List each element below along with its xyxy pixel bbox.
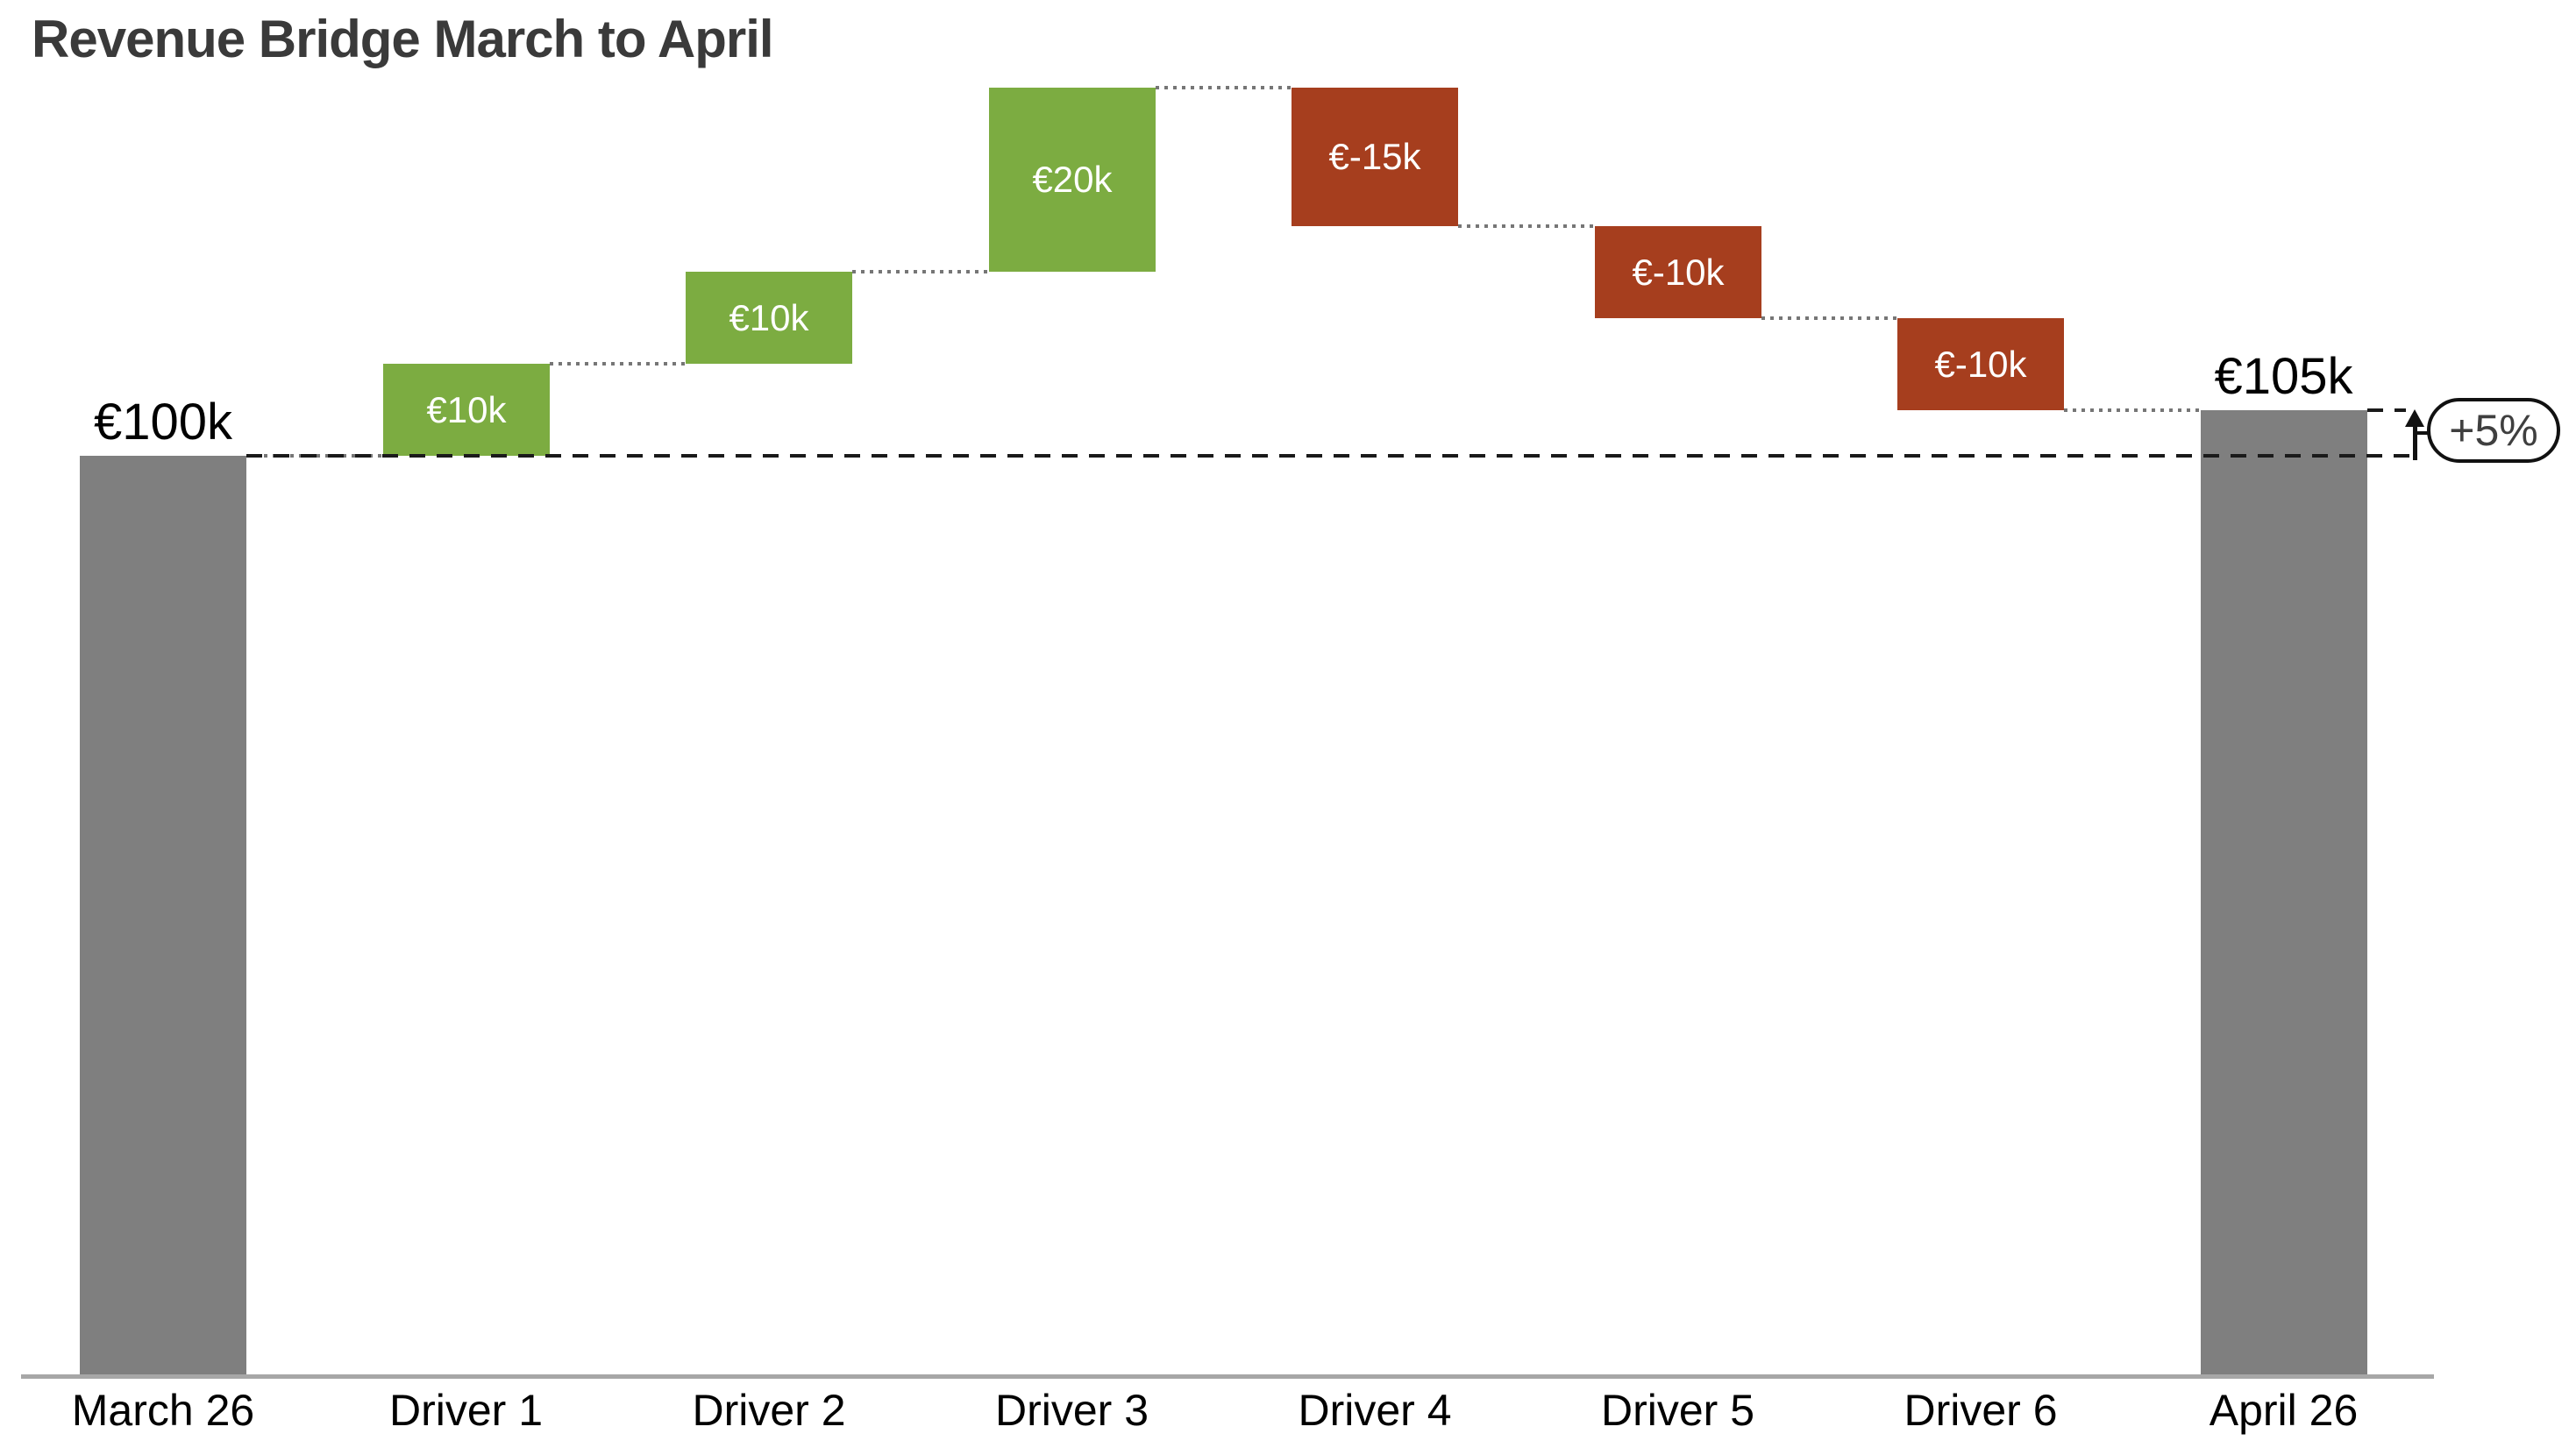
reference-line-100k xyxy=(246,454,2416,458)
waterfall-bar-driver-2: €10k xyxy=(686,272,852,364)
connector-line xyxy=(1458,224,1595,228)
waterfall-bar-driver-5: €-10k xyxy=(1595,226,1761,318)
waterfall-bar-driver-1: €10k xyxy=(383,364,550,456)
waterfall-bar-driver-6: €-10k xyxy=(1897,318,2064,410)
category-label-driver-5: Driver 5 xyxy=(1600,1386,1755,1435)
x-axis-line xyxy=(21,1374,2434,1379)
waterfall-bar-driver-4: €-15k xyxy=(1292,88,1458,226)
connector-line xyxy=(852,270,989,273)
category-label-driver-6: Driver 6 xyxy=(1904,1386,2058,1435)
total-value-label-april-26: €105k xyxy=(2214,348,2353,405)
arrow-head-icon xyxy=(2405,409,2424,427)
connector-line xyxy=(1761,316,1897,320)
growth-badge: +5% xyxy=(2427,398,2560,463)
waterfall-bar-march-26 xyxy=(80,456,246,1376)
bar-value-label: €10k xyxy=(729,296,809,338)
connector-line xyxy=(1156,86,1292,89)
arrow-tick xyxy=(2416,431,2429,435)
chart-title: Revenue Bridge March to April xyxy=(32,10,774,68)
arrow-up-icon xyxy=(2413,417,2417,460)
bar-value-label: €-15k xyxy=(1328,136,1421,177)
category-label-driver-3: Driver 3 xyxy=(994,1386,1149,1435)
category-label-driver-1: Driver 1 xyxy=(388,1386,544,1435)
waterfall-bar-april-26 xyxy=(2201,410,2367,1377)
connector-line xyxy=(2064,408,2201,412)
total-value-label-march-26: €100k xyxy=(93,394,233,451)
growth-badge-label: +5% xyxy=(2449,406,2538,455)
waterfall-bar-driver-3: €20k xyxy=(989,88,1156,272)
bar-value-label: €10k xyxy=(426,388,507,430)
bar-value-label: €20k xyxy=(1032,159,1113,200)
category-label-april-26: April 26 xyxy=(2209,1386,2359,1435)
connector-line xyxy=(550,362,686,366)
category-label-driver-2: Driver 2 xyxy=(692,1386,846,1435)
category-label-march-26: March 26 xyxy=(71,1386,255,1435)
bar-value-label: €-10k xyxy=(1632,251,1725,293)
reference-line-105k xyxy=(2367,408,2406,412)
bar-value-label: €-10k xyxy=(1934,343,2027,385)
category-label-driver-4: Driver 4 xyxy=(1298,1386,1452,1435)
